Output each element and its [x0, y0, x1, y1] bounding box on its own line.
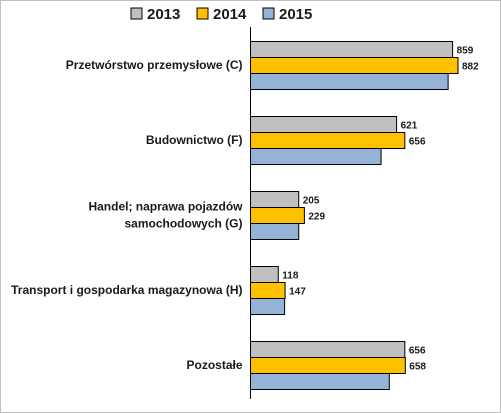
bar — [250, 132, 406, 149]
bar — [250, 73, 449, 90]
bar — [250, 341, 406, 358]
bar — [250, 41, 454, 58]
bar — [250, 191, 300, 208]
value-label: 621 — [401, 121, 418, 132]
value-label: 658 — [409, 362, 426, 373]
value-label: 859 — [457, 46, 474, 57]
bar — [250, 223, 300, 240]
value-label: 229 — [308, 212, 325, 223]
bar — [250, 116, 398, 133]
category-label: Transport i gospodarka magazynowa (H) — [11, 283, 242, 297]
legend-swatch — [130, 7, 143, 20]
category-label: Budownictwo (F) — [146, 133, 243, 147]
bar — [250, 266, 279, 283]
bar — [250, 357, 406, 374]
category-label: Przetwórstwo przemysłowe (C) — [66, 58, 243, 72]
bar — [250, 148, 382, 165]
bar — [250, 57, 459, 74]
value-label: 118 — [282, 271, 299, 282]
bar — [250, 373, 390, 390]
value-label: 882 — [462, 62, 479, 73]
bar — [250, 282, 286, 299]
value-label: 656 — [409, 346, 426, 357]
bar — [250, 298, 286, 315]
category-label: Pozostałe — [186, 358, 242, 372]
legend-label: 2014 — [213, 6, 247, 23]
legend-label: 2015 — [279, 6, 312, 23]
value-label: 147 — [289, 287, 306, 298]
legend-swatch — [196, 7, 209, 20]
legend-label: 2013 — [147, 6, 180, 23]
value-label: 205 — [303, 196, 320, 207]
category-label: samochodowych (G) — [124, 217, 242, 231]
category-label: Handel; naprawa pojazdów — [88, 200, 243, 214]
legend-swatch — [262, 7, 275, 20]
bar — [250, 207, 305, 224]
value-label: 656 — [409, 137, 426, 148]
